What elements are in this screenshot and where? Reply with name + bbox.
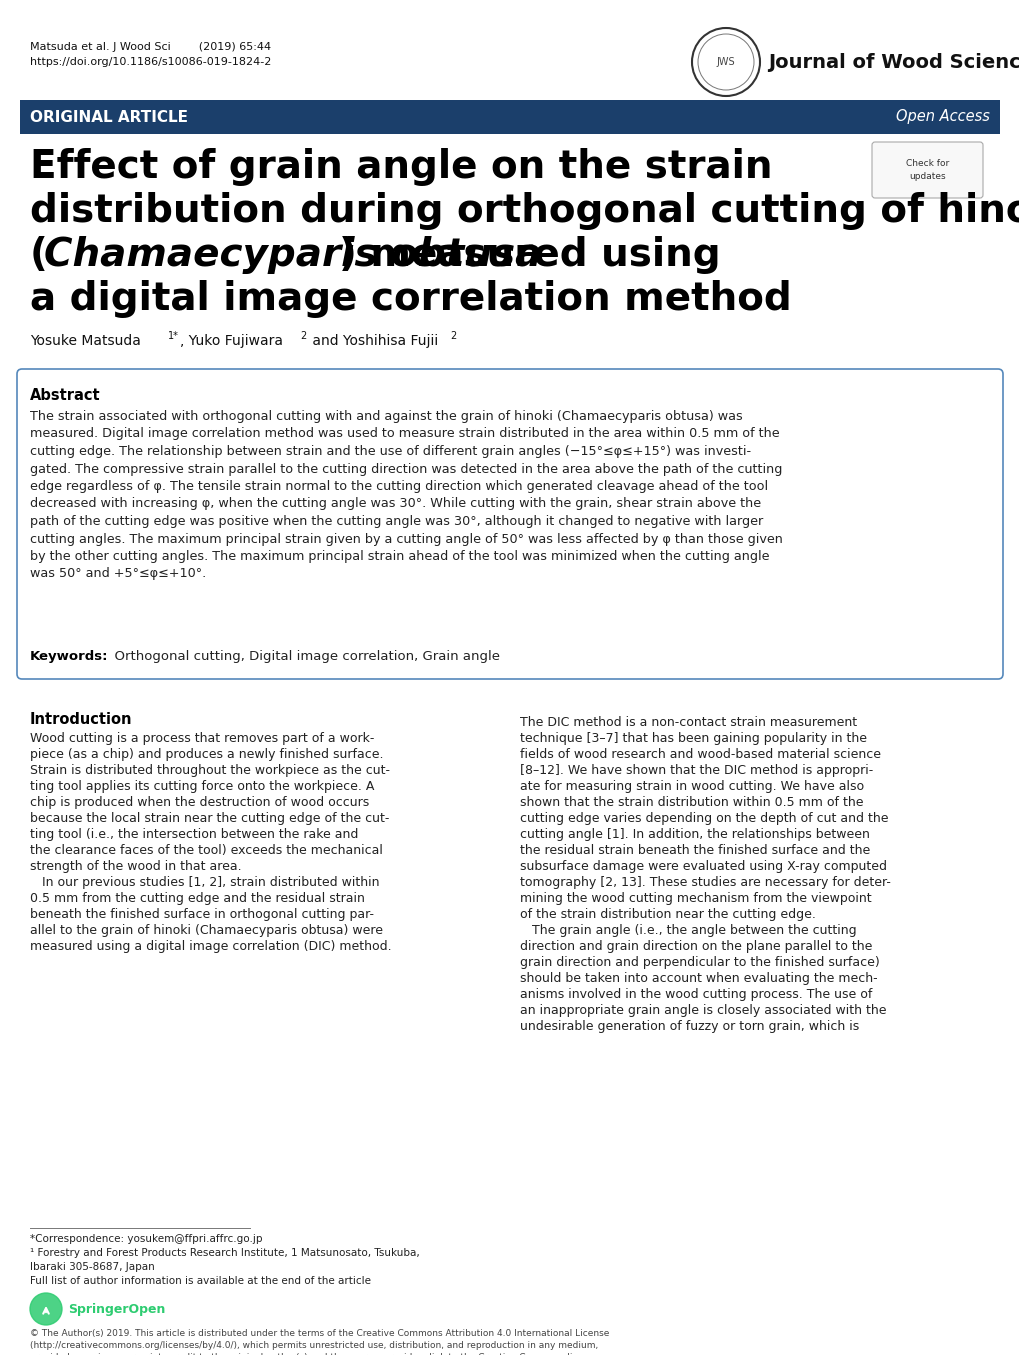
Text: ORIGINAL ARTICLE: ORIGINAL ARTICLE <box>30 110 187 125</box>
Text: fields of wood research and wood-based material science: fields of wood research and wood-based m… <box>520 748 880 762</box>
Text: path of the cutting edge was positive when the cutting angle was 30°, although i: path of the cutting edge was positive wh… <box>30 515 762 528</box>
Text: ) measured using: ) measured using <box>338 236 719 274</box>
Text: measured. Digital image correlation method was used to measure strain distribute: measured. Digital image correlation meth… <box>30 427 779 440</box>
Text: distribution during orthogonal cutting of hinoki: distribution during orthogonal cutting o… <box>30 192 1019 230</box>
Text: gated. The compressive strain parallel to the cutting direction was detected in : gated. The compressive strain parallel t… <box>30 462 782 476</box>
Text: decreased with increasing φ, when the cutting angle was 30°. While cutting with : decreased with increasing φ, when the cu… <box>30 497 760 511</box>
FancyBboxPatch shape <box>871 142 982 198</box>
Text: because the local strain near the cutting edge of the cut-: because the local strain near the cuttin… <box>30 812 389 825</box>
Text: Introduction: Introduction <box>30 711 132 728</box>
Text: edge regardless of φ. The tensile strain normal to the cutting direction which g: edge regardless of φ. The tensile strain… <box>30 480 767 493</box>
Text: The strain associated with orthogonal cutting with and against the grain of hino: The strain associated with orthogonal cu… <box>30 411 742 423</box>
Text: 1*: 1* <box>168 331 178 341</box>
Text: Abstract: Abstract <box>30 388 101 402</box>
Text: chip is produced when the destruction of wood occurs: chip is produced when the destruction of… <box>30 795 369 809</box>
Text: strength of the wood in that area.: strength of the wood in that area. <box>30 860 242 873</box>
Text: Matsuda et al. J Wood Sci        (2019) 65:44: Matsuda et al. J Wood Sci (2019) 65:44 <box>30 42 271 51</box>
Text: [8–12]. We have shown that the DIC method is appropri-: [8–12]. We have shown that the DIC metho… <box>520 764 872 776</box>
Text: https://doi.org/10.1186/s10086-019-1824-2: https://doi.org/10.1186/s10086-019-1824-… <box>30 57 271 66</box>
Text: (: ( <box>30 236 48 274</box>
Text: JWS: JWS <box>716 57 735 66</box>
FancyBboxPatch shape <box>17 369 1002 679</box>
Text: ate for measuring strain in wood cutting. We have also: ate for measuring strain in wood cutting… <box>520 780 863 793</box>
Text: ting tool applies its cutting force onto the workpiece. A: ting tool applies its cutting force onto… <box>30 780 374 793</box>
Text: Chamaecyparis obtusa: Chamaecyparis obtusa <box>44 236 541 274</box>
Text: *Correspondence: yosukem@ffpri.affrc.go.jp: *Correspondence: yosukem@ffpri.affrc.go.… <box>30 1234 262 1244</box>
Text: and Yoshihisa Fujii: and Yoshihisa Fujii <box>308 333 438 348</box>
Text: undesirable generation of fuzzy or torn grain, which is: undesirable generation of fuzzy or torn … <box>520 1020 858 1033</box>
Text: cutting edge varies depending on the depth of cut and the: cutting edge varies depending on the dep… <box>520 812 888 825</box>
Text: cutting angle [1]. In addition, the relationships between: cutting angle [1]. In addition, the rela… <box>520 828 869 841</box>
Text: The DIC method is a non-contact strain measurement: The DIC method is a non-contact strain m… <box>520 715 856 729</box>
Text: allel to the grain of hinoki (Chamaecyparis obtusa) were: allel to the grain of hinoki (Chamaecypa… <box>30 924 382 938</box>
Text: measured using a digital image correlation (DIC) method.: measured using a digital image correlati… <box>30 940 391 953</box>
Text: The grain angle (i.e., the angle between the cutting: The grain angle (i.e., the angle between… <box>520 924 856 938</box>
Text: ting tool (i.e., the intersection between the rake and: ting tool (i.e., the intersection betwee… <box>30 828 358 841</box>
Text: 2: 2 <box>449 331 455 341</box>
Text: Wood cutting is a process that removes part of a work-: Wood cutting is a process that removes p… <box>30 732 374 745</box>
Text: , Yuko Fujiwara: , Yuko Fujiwara <box>179 333 282 348</box>
Text: Full list of author information is available at the end of the article: Full list of author information is avail… <box>30 1276 371 1286</box>
Text: piece (as a chip) and produces a newly finished surface.: piece (as a chip) and produces a newly f… <box>30 748 383 762</box>
Text: Yosuke Matsuda: Yosuke Matsuda <box>30 333 141 348</box>
Text: Journal of Wood Science: Journal of Wood Science <box>767 53 1019 72</box>
Text: tomography [2, 13]. These studies are necessary for deter-: tomography [2, 13]. These studies are ne… <box>520 875 890 889</box>
Text: Strain is distributed throughout the workpiece as the cut-: Strain is distributed throughout the wor… <box>30 764 389 776</box>
Text: updates: updates <box>908 172 945 182</box>
Text: Open Access: Open Access <box>896 110 989 125</box>
Circle shape <box>30 1293 62 1325</box>
Text: direction and grain direction on the plane parallel to the: direction and grain direction on the pla… <box>520 940 871 953</box>
Text: provided you give appropriate credit to the original author(s) and the source, p: provided you give appropriate credit to … <box>30 1354 601 1355</box>
Text: cutting edge. The relationship between strain and the use of different grain ang: cutting edge. The relationship between s… <box>30 444 750 458</box>
Text: Ibaraki 305-8687, Japan: Ibaraki 305-8687, Japan <box>30 1262 155 1272</box>
Text: was 50° and +5°≤φ≤+10°.: was 50° and +5°≤φ≤+10°. <box>30 568 206 580</box>
Text: ¹ Forestry and Forest Products Research Institute, 1 Matsunosato, Tsukuba,: ¹ Forestry and Forest Products Research … <box>30 1248 420 1257</box>
Text: the clearance faces of the tool) exceeds the mechanical: the clearance faces of the tool) exceeds… <box>30 844 382 856</box>
Text: Keywords:: Keywords: <box>30 650 108 663</box>
Text: shown that the strain distribution within 0.5 mm of the: shown that the strain distribution withi… <box>520 795 863 809</box>
Text: Orthogonal cutting, Digital image correlation, Grain angle: Orthogonal cutting, Digital image correl… <box>106 650 499 663</box>
Bar <box>20 100 999 134</box>
Text: Effect of grain angle on the strain: Effect of grain angle on the strain <box>30 148 771 186</box>
Text: 2: 2 <box>300 331 306 341</box>
Text: of the strain distribution near the cutting edge.: of the strain distribution near the cutt… <box>520 908 815 921</box>
Text: (http://creativecommons.org/licenses/by/4.0/), which permits unrestricted use, d: (http://creativecommons.org/licenses/by/… <box>30 1341 598 1350</box>
Text: SpringerOpen: SpringerOpen <box>68 1304 165 1316</box>
Text: the residual strain beneath the finished surface and the: the residual strain beneath the finished… <box>520 844 869 856</box>
Text: should be taken into account when evaluating the mech-: should be taken into account when evalua… <box>520 972 876 985</box>
Text: In our previous studies [1, 2], strain distributed within: In our previous studies [1, 2], strain d… <box>30 875 379 889</box>
Text: an inappropriate grain angle is closely associated with the: an inappropriate grain angle is closely … <box>520 1004 886 1018</box>
Text: beneath the finished surface in orthogonal cutting par-: beneath the finished surface in orthogon… <box>30 908 374 921</box>
Text: mining the wood cutting mechanism from the viewpoint: mining the wood cutting mechanism from t… <box>520 892 871 905</box>
Text: 0.5 mm from the cutting edge and the residual strain: 0.5 mm from the cutting edge and the res… <box>30 892 365 905</box>
Text: © The Author(s) 2019. This article is distributed under the terms of the Creativ: © The Author(s) 2019. This article is di… <box>30 1329 608 1337</box>
Text: technique [3–7] that has been gaining popularity in the: technique [3–7] that has been gaining po… <box>520 732 866 745</box>
Text: subsurface damage were evaluated using X-ray computed: subsurface damage were evaluated using X… <box>520 860 887 873</box>
Text: anisms involved in the wood cutting process. The use of: anisms involved in the wood cutting proc… <box>520 988 871 1001</box>
Text: by the other cutting angles. The maximum principal strain ahead of the tool was : by the other cutting angles. The maximum… <box>30 550 768 562</box>
Text: a digital image correlation method: a digital image correlation method <box>30 280 791 318</box>
Text: cutting angles. The maximum principal strain given by a cutting angle of 50° was: cutting angles. The maximum principal st… <box>30 533 783 546</box>
Text: grain direction and perpendicular to the finished surface): grain direction and perpendicular to the… <box>520 957 878 969</box>
Text: Check for: Check for <box>905 159 949 168</box>
